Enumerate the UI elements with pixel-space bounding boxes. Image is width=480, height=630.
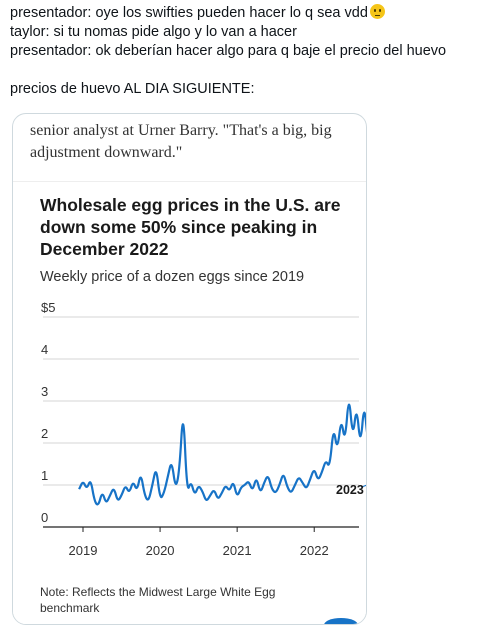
article-excerpt: senior analyst at Urner Barry. "That's a… xyxy=(30,120,360,164)
series-line xyxy=(78,403,366,506)
chart-title-line: December 2022 xyxy=(40,239,169,259)
y-tick-label: $5 xyxy=(41,300,55,315)
tweet-media-image[interactable]: senior analyst at Urner Barry. "That's a… xyxy=(12,113,367,625)
y-tick-label: 3 xyxy=(41,384,48,399)
annotation-arrow xyxy=(360,484,366,488)
y-tick-label: 1 xyxy=(41,468,48,483)
chart-title: Wholesale egg prices in the U.S. are dow… xyxy=(40,194,360,260)
annotation-date-label: 2023 Feb 6 xyxy=(336,483,366,497)
article-line: senior analyst at Urner Barry. "That's a… xyxy=(30,122,332,139)
chart-note: Note: Reflects the Midwest Large White E… xyxy=(40,584,340,616)
tweet-text: presentador: oye los swifties pueden hac… xyxy=(10,4,475,99)
chart-title-line: Wholesale egg prices in the U.S. are xyxy=(40,195,341,215)
tweet-line: presentador: ok deberían hacer algo para… xyxy=(10,43,447,59)
chart-note-line: benchmark xyxy=(40,601,100,615)
x-tick-label: 2019 xyxy=(69,543,98,558)
y-tick-label: 2 xyxy=(41,426,48,441)
x-tick-label: 2020 xyxy=(146,543,175,558)
chart-note-line: Note: Reflects the Midwest Large White E… xyxy=(40,585,276,599)
article-line: adjustment downward." xyxy=(30,144,183,161)
chart-title-line: down some 50% since peaking in xyxy=(40,217,318,237)
x-tick-label: 2022 xyxy=(300,543,329,558)
y-tick-label: 4 xyxy=(41,342,48,357)
x-tick-label: 2021 xyxy=(223,543,252,558)
blue-tab-decoration xyxy=(324,618,358,624)
raised-eyebrow-emoji-icon xyxy=(369,4,385,19)
tweet-line: presentador: oye los swifties pueden hac… xyxy=(10,4,475,23)
tweet-line: taylor: si tu nomas pide algo y lo van a… xyxy=(10,24,297,40)
chart-card: Wholesale egg prices in the U.S. are dow… xyxy=(13,182,366,624)
tweet-line-text: presentador: oye los swifties pueden hac… xyxy=(10,5,368,21)
y-tick-label: 0 xyxy=(41,510,48,525)
tweet-line: precios de huevo AL DIA SIGUIENTE: xyxy=(10,81,255,97)
chart-subtitle: Weekly price of a dozen eggs since 2019 xyxy=(40,269,305,285)
